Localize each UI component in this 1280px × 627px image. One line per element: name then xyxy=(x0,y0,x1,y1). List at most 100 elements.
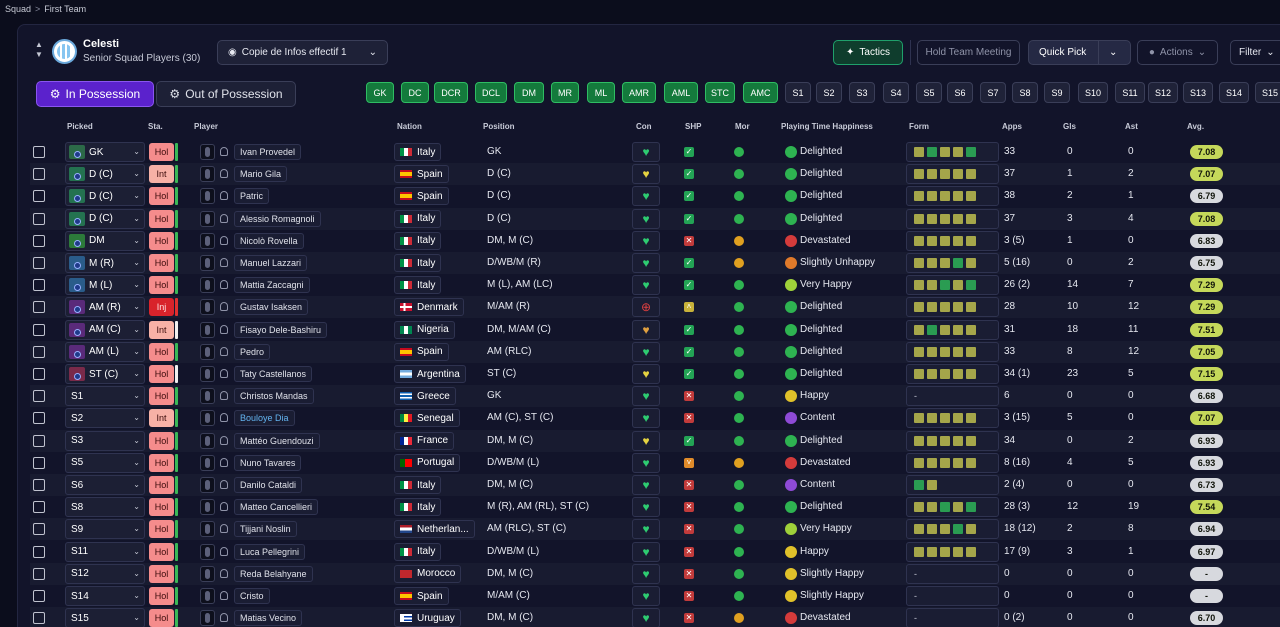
player-info-icon[interactable] xyxy=(220,369,228,378)
row-checkbox[interactable] xyxy=(33,190,45,203)
player-info-icon[interactable] xyxy=(220,169,228,179)
row-checkbox[interactable] xyxy=(33,279,45,292)
tactics-button[interactable]: ✦ Tactics xyxy=(833,40,903,65)
form-strip[interactable] xyxy=(906,541,999,562)
nation-chip[interactable]: Nigeria xyxy=(394,320,455,339)
nation-chip[interactable]: Greece xyxy=(394,387,456,406)
nation-chip[interactable]: Italy xyxy=(394,498,442,517)
picked-select[interactable]: GK ⌄ xyxy=(65,142,145,162)
row-checkbox[interactable] xyxy=(33,234,45,247)
form-strip[interactable] xyxy=(906,230,999,251)
status-badge[interactable]: Int xyxy=(149,409,174,428)
form-strip[interactable]: - xyxy=(906,586,999,606)
form-strip[interactable] xyxy=(906,319,999,340)
player-name[interactable]: Matias Vecino xyxy=(234,610,303,627)
heart-icon[interactable]: ♥ xyxy=(632,519,660,540)
status-badge[interactable]: Hol xyxy=(149,587,174,605)
player-name[interactable]: Pedro xyxy=(234,343,271,360)
player-info-icon[interactable] xyxy=(220,213,228,223)
tab-out-of-possession[interactable]: ⚙ Out of Possession xyxy=(156,81,296,107)
position-pill-s12[interactable]: S12 xyxy=(1148,82,1178,103)
row-checkbox[interactable] xyxy=(33,501,45,514)
collapse-toggle[interactable]: ▲ ▼ xyxy=(35,40,43,60)
player-name[interactable]: Fisayo Dele-Bashiru xyxy=(234,321,328,338)
position-pill-s6[interactable]: S6 xyxy=(947,82,973,103)
picked-select[interactable]: S11 ⌄ xyxy=(65,541,145,562)
player-name[interactable]: Matteo Cancellieri xyxy=(234,499,319,516)
heart-icon[interactable]: ♥ xyxy=(632,586,660,606)
heart-icon[interactable]: ♥ xyxy=(632,541,660,562)
nation-chip[interactable]: France xyxy=(394,431,455,450)
position-pill-ml[interactable]: ML xyxy=(587,82,615,103)
player-info-icon[interactable] xyxy=(220,480,228,489)
form-strip[interactable] xyxy=(906,142,999,162)
status-badge[interactable]: Hol xyxy=(149,342,174,361)
form-strip[interactable]: - xyxy=(906,563,999,584)
col-form[interactable]: Form xyxy=(909,122,929,131)
player-name[interactable]: Mattia Zaccagni xyxy=(234,277,310,294)
actions-button[interactable]: ● Actions ⌄ xyxy=(1137,40,1218,65)
heart-icon[interactable]: ♥ xyxy=(632,452,660,473)
nation-chip[interactable]: Italy xyxy=(394,209,442,228)
form-strip[interactable] xyxy=(906,408,999,429)
player-info-icon[interactable] xyxy=(220,568,228,578)
row-checkbox[interactable] xyxy=(33,345,45,358)
position-pill-s5[interactable]: S5 xyxy=(916,82,942,103)
nation-chip[interactable]: Italy xyxy=(394,476,442,494)
nation-chip[interactable]: Argentina xyxy=(394,365,466,383)
player-name[interactable]: Tijjani Noslin xyxy=(234,521,297,538)
row-checkbox[interactable] xyxy=(33,168,45,181)
picked-select[interactable]: S8 ⌄ xyxy=(65,497,145,518)
player-info-icon[interactable] xyxy=(220,391,228,401)
player-name[interactable]: Nicolò Rovella xyxy=(234,232,304,249)
nation-chip[interactable]: Italy xyxy=(394,276,442,295)
player-info-icon[interactable] xyxy=(220,302,228,312)
nation-chip[interactable]: Netherlan... xyxy=(394,520,475,539)
form-strip[interactable] xyxy=(906,208,999,229)
position-pill-amc[interactable]: AMC xyxy=(743,82,778,103)
row-checkbox[interactable] xyxy=(33,212,45,225)
position-pill-dcl[interactable]: DCL xyxy=(475,82,507,103)
nation-chip[interactable]: Italy xyxy=(394,542,442,561)
heart-icon[interactable]: ♥ xyxy=(632,386,660,407)
picked-select[interactable]: M (L) ⌄ xyxy=(65,275,145,296)
form-strip[interactable] xyxy=(906,475,999,495)
form-strip[interactable] xyxy=(906,186,999,207)
status-badge[interactable]: Int xyxy=(149,165,174,184)
status-badge[interactable]: Hol xyxy=(149,254,174,272)
player-info-icon[interactable] xyxy=(220,457,228,467)
form-strip[interactable] xyxy=(906,275,999,296)
player-name[interactable]: Christos Mandas xyxy=(234,388,314,405)
player-name[interactable]: Taty Castellanos xyxy=(234,366,313,382)
row-checkbox[interactable] xyxy=(33,523,45,536)
row-checkbox[interactable] xyxy=(33,412,45,425)
row-checkbox[interactable] xyxy=(33,456,45,469)
player-info-icon[interactable] xyxy=(220,613,228,623)
player-name[interactable]: Mario Gila xyxy=(234,166,288,183)
col-shp[interactable]: SHP xyxy=(685,122,702,131)
player-info-icon[interactable] xyxy=(220,324,228,334)
quick-pick-button[interactable]: Quick Pick ⌄ xyxy=(1028,40,1131,65)
row-checkbox[interactable] xyxy=(33,612,45,625)
col-sta[interactable]: Sta. xyxy=(148,122,163,131)
heart-icon[interactable]: ♥ xyxy=(632,364,660,384)
position-pill-s4[interactable]: S4 xyxy=(883,82,909,103)
heart-icon[interactable]: ♥ xyxy=(632,430,660,451)
player-name[interactable]: Bouloye Dia xyxy=(234,410,295,427)
position-pill-aml[interactable]: AML xyxy=(664,82,698,103)
position-pill-dm[interactable]: DM xyxy=(514,82,544,103)
row-checkbox[interactable] xyxy=(33,545,45,558)
col-avg[interactable]: Avg. xyxy=(1187,122,1205,131)
picked-select[interactable]: AM (R) ⌄ xyxy=(65,297,145,318)
col-ast[interactable]: Ast xyxy=(1125,122,1138,131)
col-position[interactable]: Position xyxy=(483,122,515,131)
player-info-icon[interactable] xyxy=(220,235,228,245)
nation-chip[interactable]: Senegal xyxy=(394,409,460,428)
player-info-icon[interactable] xyxy=(220,147,228,156)
position-pill-s2[interactable]: S2 xyxy=(816,82,842,103)
picked-select[interactable]: AM (C) ⌄ xyxy=(65,319,145,340)
nation-chip[interactable]: Italy xyxy=(394,254,442,272)
picked-select[interactable]: S5 ⌄ xyxy=(65,452,145,473)
form-strip[interactable] xyxy=(906,364,999,384)
heart-icon[interactable]: ♥ xyxy=(632,230,660,251)
